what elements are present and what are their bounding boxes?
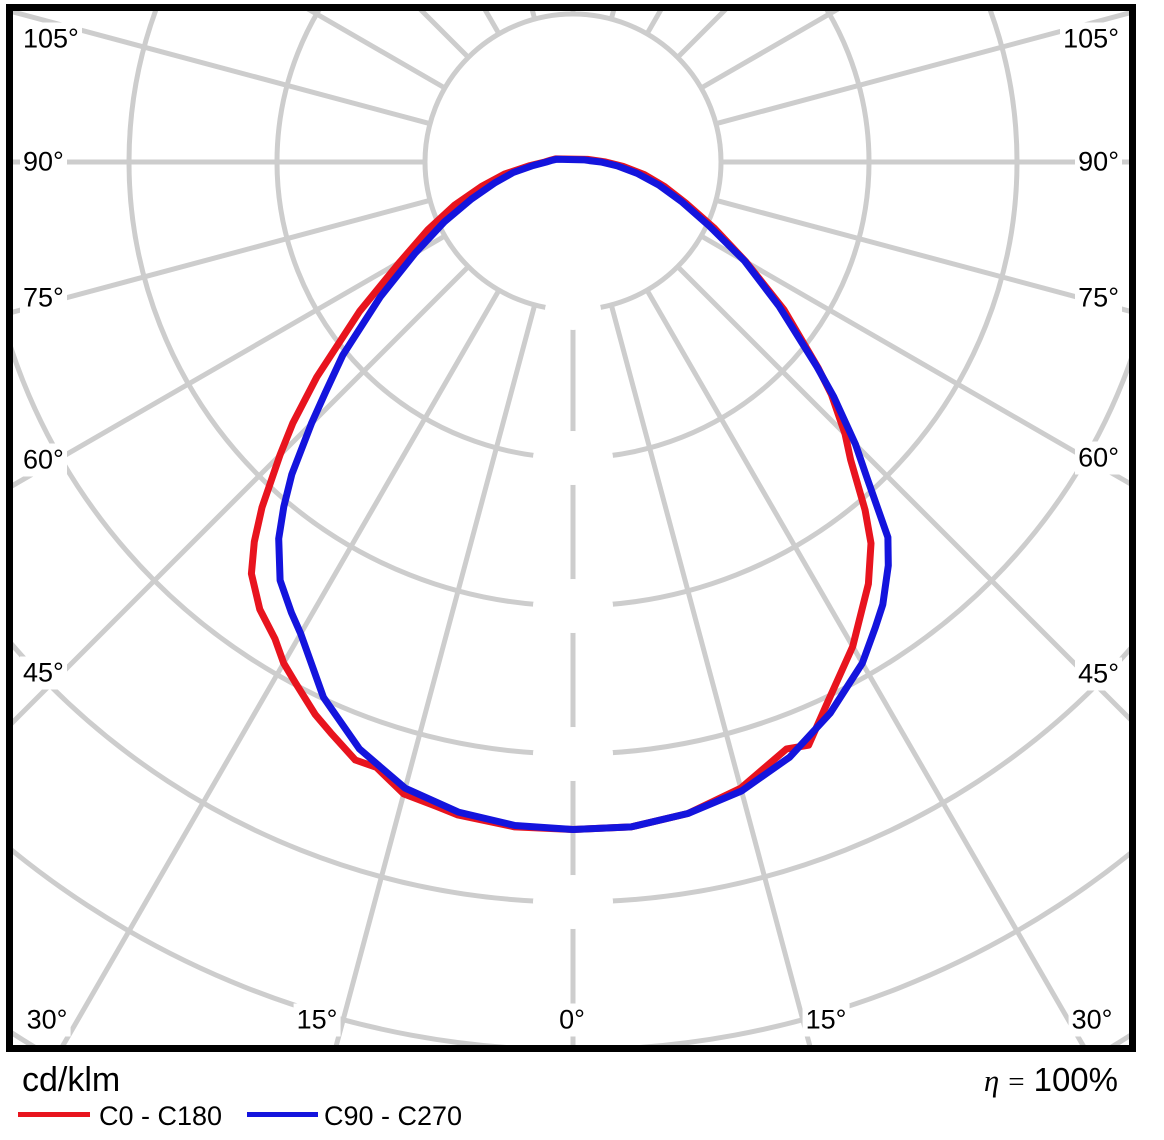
eta-value: 100% bbox=[1033, 1061, 1118, 1098]
grid-radial bbox=[13, 11, 431, 127]
legend-label-c0-c180: C0 - C180 bbox=[99, 1101, 223, 1131]
efficiency-readout: η = 100% bbox=[983, 1061, 1118, 1099]
grid-radial bbox=[13, 197, 431, 315]
legend-label-c90-c270: C90 - C270 bbox=[324, 1101, 463, 1131]
legend-swatch-c0-c180 bbox=[18, 1112, 90, 1117]
angle-label-right-105: 105° bbox=[1060, 22, 1122, 56]
curve-c90-c270 bbox=[275, 155, 892, 833]
angle-label-left-90: 90° bbox=[20, 145, 67, 179]
grid-radial bbox=[715, 11, 1129, 127]
angle-label-left-105: 105° bbox=[20, 22, 82, 56]
grid-radial bbox=[608, 304, 813, 1045]
angle-label-left-45: 45° bbox=[20, 656, 67, 690]
grid-radial bbox=[644, 288, 1086, 1045]
angle-label-right-75: 75° bbox=[1075, 281, 1122, 315]
angle-label-bottom-30-right: 30° bbox=[1068, 1003, 1116, 1037]
grid-radial bbox=[699, 233, 1129, 486]
grid-radial bbox=[715, 197, 1129, 314]
grid-radial bbox=[60, 288, 502, 1045]
polar-diagram bbox=[6, 4, 1136, 1052]
grid-radial bbox=[333, 304, 538, 1045]
plot-border bbox=[6, 4, 1136, 1052]
eta-symbol: η bbox=[983, 1063, 1000, 1098]
angle-label-right-60: 60° bbox=[1075, 441, 1122, 475]
plot-area bbox=[13, 11, 1129, 1045]
grid-ring bbox=[13, 346, 1129, 757]
angle-label-left-60: 60° bbox=[20, 443, 67, 477]
units-label: cd/klm bbox=[22, 1061, 121, 1099]
angle-label-bottom-30-left: 30° bbox=[23, 1003, 71, 1037]
grid-radial bbox=[13, 264, 471, 726]
angle-label-left-75: 75° bbox=[20, 281, 67, 315]
grid-radial bbox=[13, 233, 447, 489]
angle-label-right-90: 90° bbox=[1075, 145, 1122, 179]
angle-label-right-45: 45° bbox=[1075, 657, 1122, 691]
ring-label-gaps bbox=[533, 290, 613, 929]
eta-equals: = bbox=[1008, 1066, 1025, 1098]
angle-label-bottom-0: 0° bbox=[556, 1003, 588, 1037]
angle-label-bottom-15-left: 15° bbox=[293, 1003, 341, 1037]
angle-label-bottom-15-right: 15° bbox=[802, 1003, 850, 1037]
legend-swatch-c90-c270 bbox=[247, 1112, 318, 1117]
